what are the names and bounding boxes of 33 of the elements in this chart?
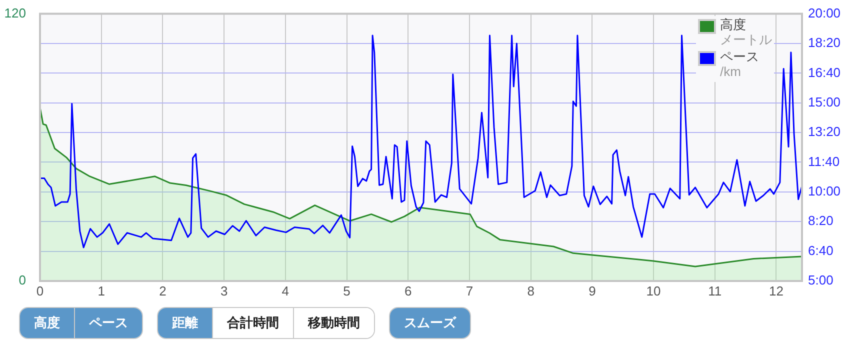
x-tick-label: 12 (768, 283, 784, 298)
toggle-button: 移動時間 (293, 308, 374, 338)
x-tick-label: 4 (282, 283, 290, 298)
annotation: メートル (720, 32, 772, 47)
y2-tick-label: 8:20 (808, 213, 834, 228)
toggle-button: 距離 (158, 308, 212, 338)
toggle-button: 高度 (20, 308, 74, 338)
y2-tick-label: 15:00 (808, 94, 841, 110)
y2-tick-label: 5:00 (808, 272, 834, 288)
y2-tick-label: 6:40 (808, 242, 834, 258)
x-tick-label: 5 (343, 283, 350, 298)
legend-label: ペース (720, 49, 759, 64)
legend-label: 高度 (720, 17, 747, 32)
y2-tick-label: 16:40 (808, 64, 841, 80)
x-tick-label: 10 (646, 283, 661, 298)
x-tick-label: 0 (36, 283, 44, 298)
x-tick-label: 2 (159, 283, 166, 298)
y2-tick-label: 13:20 (808, 124, 841, 140)
y2-tick-label: 10:00 (808, 184, 841, 199)
toggle-button: ペース (74, 308, 142, 338)
y-tick-label: 120 (4, 5, 26, 20)
y2-tick-label: 11:40 (808, 154, 840, 169)
x-tick-label: 6 (404, 283, 412, 298)
toggle-button: スムーズ (390, 308, 470, 338)
x-tick-label: 1 (98, 283, 105, 298)
x-tick-label: 8 (527, 283, 534, 298)
x-tick-label: 3 (220, 283, 228, 298)
y2-tick-label: 18:20 (808, 35, 841, 50)
x-tick-label: 11 (708, 283, 722, 298)
x-tick-label: 9 (588, 283, 596, 298)
y2-tick-label: 20:00 (808, 5, 841, 20)
x-tick-label: 7 (466, 283, 474, 298)
annotation: /km (720, 64, 742, 79)
